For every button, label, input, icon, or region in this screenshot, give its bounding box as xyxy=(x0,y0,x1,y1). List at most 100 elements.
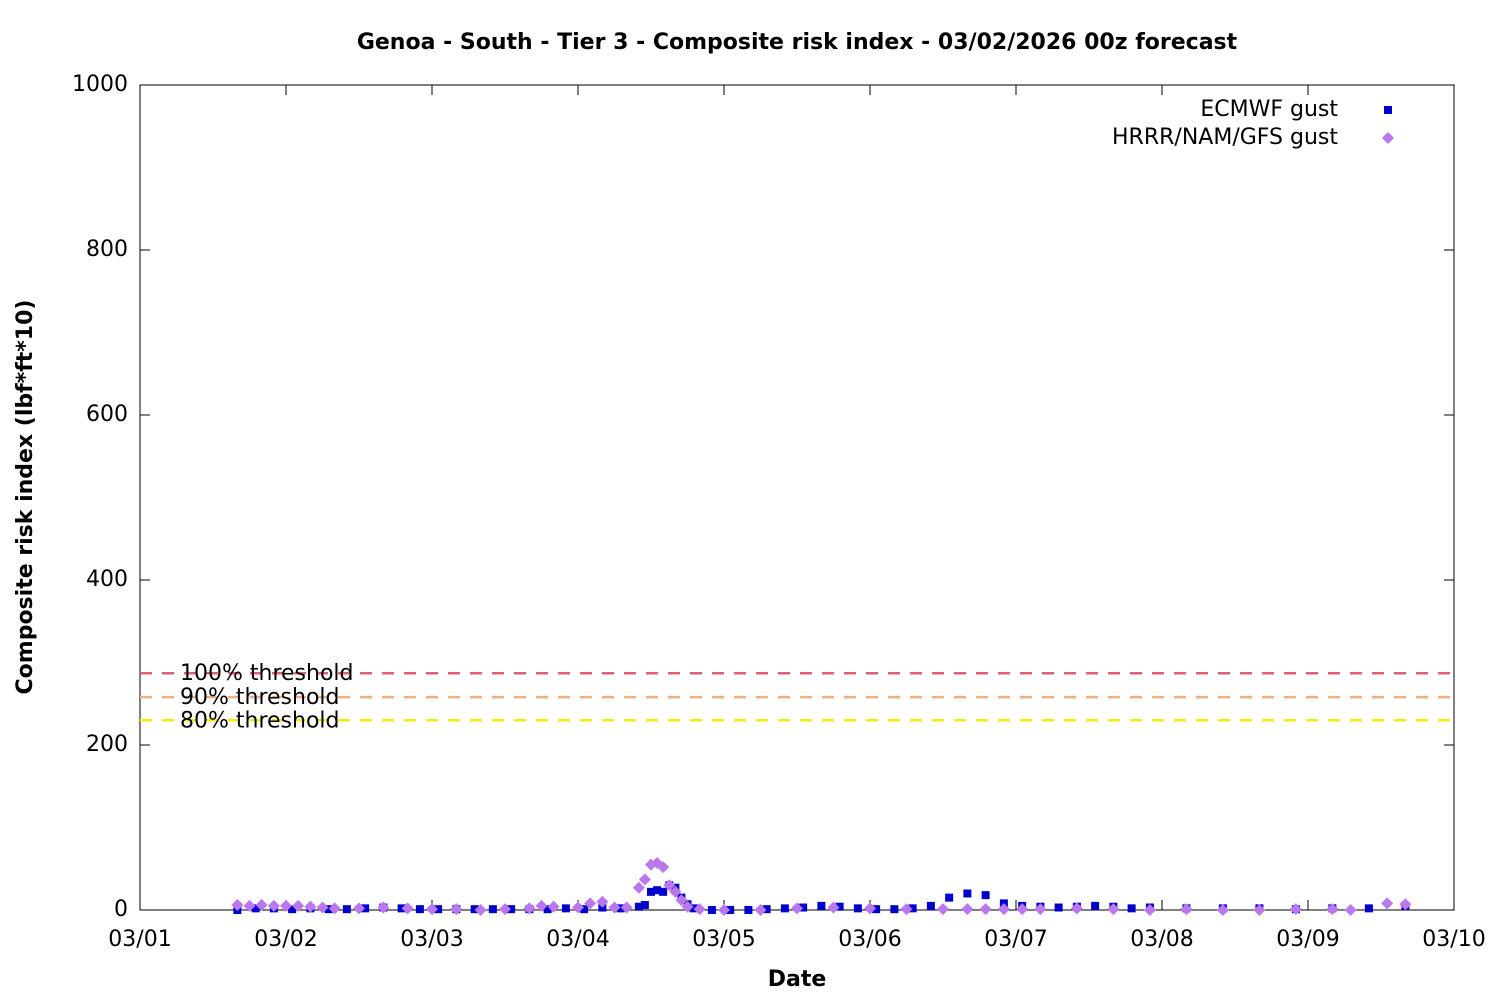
x-tick-label: 03/02 xyxy=(254,927,317,952)
data-point xyxy=(718,904,730,916)
data-point xyxy=(267,899,280,912)
data-point xyxy=(434,905,443,914)
legend-marker xyxy=(1384,106,1392,114)
data-point xyxy=(640,901,649,910)
data-point xyxy=(799,903,808,912)
plot-frame xyxy=(139,84,1455,911)
data-point xyxy=(470,905,479,914)
data-point xyxy=(426,903,438,916)
data-point xyxy=(580,905,589,914)
data-point xyxy=(827,901,840,914)
data-point xyxy=(659,887,668,896)
data-point xyxy=(1180,903,1193,916)
data-point xyxy=(535,899,548,912)
data-point xyxy=(1326,903,1339,916)
threshold-label: 100% threshold xyxy=(180,661,354,686)
x-tick-label: 03/09 xyxy=(1276,927,1339,952)
data-point xyxy=(632,881,645,894)
data-point xyxy=(499,903,511,916)
data-point xyxy=(926,901,935,910)
data-point xyxy=(689,904,698,913)
data-point xyxy=(316,901,329,914)
data-point xyxy=(1216,904,1229,916)
data-point xyxy=(596,895,609,908)
data-point xyxy=(693,903,706,916)
data-point xyxy=(864,902,876,915)
data-point xyxy=(328,902,341,915)
data-point xyxy=(780,904,789,913)
x-tick-label: 03/04 xyxy=(546,927,609,952)
chart-title: Genoa - South - Tier 3 - Composite risk … xyxy=(357,30,1238,55)
data-point xyxy=(791,902,803,915)
data-point xyxy=(377,901,390,914)
x-tick-label: 03/05 xyxy=(692,927,755,952)
data-point xyxy=(255,899,268,912)
data-point xyxy=(280,899,292,912)
data-point xyxy=(1034,903,1047,916)
data-point xyxy=(1016,903,1029,916)
data-point xyxy=(547,900,560,913)
y-axis-label: Composite risk index (lbf*ft*10) xyxy=(13,300,38,695)
data-point xyxy=(657,861,670,874)
data-point xyxy=(634,902,643,911)
x-tick-label: 03/10 xyxy=(1422,927,1485,952)
data-point xyxy=(415,905,424,914)
data-point xyxy=(361,904,370,913)
data-point xyxy=(647,887,655,896)
y-tick-label: 600 xyxy=(86,402,128,427)
threshold-label: 80% threshold xyxy=(180,708,340,733)
data-point xyxy=(681,900,694,913)
data-point xyxy=(1070,902,1083,915)
data-point xyxy=(231,899,244,912)
data-point xyxy=(937,903,949,916)
data-point xyxy=(616,904,625,913)
data-point xyxy=(304,900,317,913)
data-point xyxy=(945,893,954,902)
data-point xyxy=(1289,903,1302,916)
data-point xyxy=(561,904,570,913)
data-point xyxy=(342,905,351,914)
data-point xyxy=(488,905,497,914)
x-tick-label: 03/01 xyxy=(108,927,171,952)
data-point xyxy=(963,889,972,898)
data-point xyxy=(853,904,862,913)
x-tick-label: 03/03 xyxy=(400,927,463,952)
data-point xyxy=(292,899,305,912)
data-point xyxy=(1399,898,1412,911)
data-point xyxy=(243,899,256,912)
data-point xyxy=(908,904,917,913)
data-point xyxy=(653,886,662,895)
x-axis-label: Date xyxy=(768,967,827,992)
y-tick-label: 1000 xyxy=(72,72,128,97)
data-point xyxy=(620,901,633,914)
y-tick-label: 0 xyxy=(114,897,128,922)
y-tick-label: 400 xyxy=(86,567,128,592)
data-point xyxy=(744,906,753,914)
data-point xyxy=(979,903,992,916)
legend-label: ECMWF gust xyxy=(1200,97,1338,122)
data-point xyxy=(401,902,414,915)
data-point xyxy=(543,905,552,914)
data-point xyxy=(608,901,621,914)
x-tick-label: 03/08 xyxy=(1130,927,1193,952)
legend-label: HRRR/NAM/GFS gust xyxy=(1112,125,1338,150)
data-point xyxy=(572,901,584,914)
x-tick-label: 03/07 xyxy=(984,927,1047,952)
data-point xyxy=(1344,904,1357,916)
data-point xyxy=(1381,897,1394,910)
data-point xyxy=(1107,903,1120,916)
data-point xyxy=(981,891,990,900)
legend-marker xyxy=(1382,132,1394,144)
data-point xyxy=(817,901,826,910)
data-point xyxy=(1127,904,1136,913)
data-point xyxy=(872,905,881,914)
data-point xyxy=(675,894,688,907)
data-point xyxy=(288,905,297,914)
data-point xyxy=(900,903,913,916)
data-point xyxy=(1143,904,1156,916)
data-point xyxy=(835,902,844,911)
data-point xyxy=(507,905,516,914)
threshold-label: 90% threshold xyxy=(180,685,340,710)
data-point xyxy=(997,903,1010,916)
